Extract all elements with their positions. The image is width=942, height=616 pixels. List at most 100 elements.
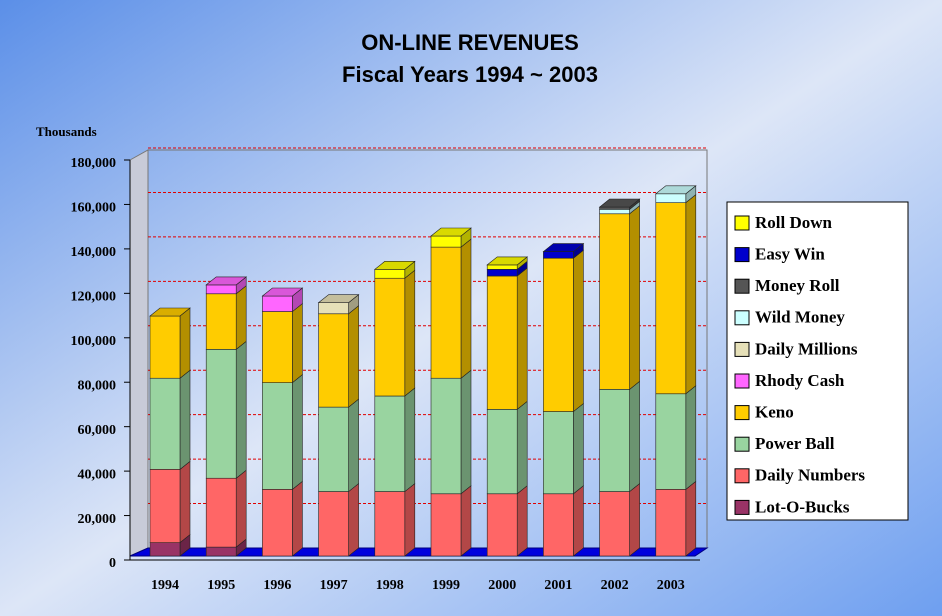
- bar: [543, 493, 574, 557]
- bar-side: [573, 485, 584, 557]
- bar-side: [629, 482, 640, 557]
- bar-side: [235, 285, 247, 350]
- bar-top: [373, 261, 416, 270]
- x-tick-label: 2003: [657, 578, 685, 593]
- legend-label: Wild Money: [755, 308, 845, 327]
- legend-label: Rhody Cash: [755, 371, 845, 390]
- chart-title: ON-LINE REVENUES: [361, 30, 579, 55]
- bar: [430, 377, 462, 495]
- bar-side: [460, 485, 472, 557]
- y-tick-label: 120,000: [71, 290, 117, 305]
- bar-top: [205, 276, 248, 286]
- legend-label: Easy Win: [755, 245, 825, 264]
- bar: [486, 275, 518, 410]
- bar: [655, 193, 687, 203]
- legend-label: Power Ball: [755, 434, 835, 453]
- legend-swatch: [734, 499, 750, 515]
- bar-top: [149, 307, 191, 317]
- bar: [655, 202, 687, 395]
- bar: [655, 489, 687, 557]
- legend-swatch: [734, 310, 750, 326]
- y-tick-label: 160,000: [71, 201, 117, 216]
- bar: [262, 295, 293, 312]
- bar: [205, 284, 237, 295]
- bar-side: [629, 205, 640, 390]
- bar: [205, 293, 237, 350]
- bar-side: [685, 480, 697, 557]
- bar-top: [430, 227, 472, 237]
- bar-side: [404, 482, 416, 557]
- bar-side: [404, 269, 416, 397]
- legend-label: Lot-O-Bucks: [755, 497, 850, 516]
- bar: [318, 406, 349, 492]
- bar: [374, 277, 406, 397]
- bar-side: [404, 387, 416, 493]
- bar-side: [460, 238, 472, 379]
- bar: [149, 469, 181, 543]
- bar: [262, 382, 293, 490]
- bar-side: [573, 402, 584, 495]
- y-tick-label: 60,000: [78, 423, 117, 438]
- y-tick-label: 100,000: [71, 334, 117, 349]
- legend-swatch: [734, 278, 750, 294]
- y-tick-label: 80,000: [78, 378, 117, 393]
- bar-side: [348, 305, 359, 408]
- bar: [374, 395, 406, 492]
- bar: [430, 235, 462, 248]
- x-tick-label: 1997: [320, 578, 348, 593]
- y-tick-label: 180,000: [71, 156, 117, 171]
- legend-swatch: [734, 468, 750, 484]
- bar: [543, 411, 574, 495]
- chart-subtitle: Fiscal Years 1994 ~ 2003: [342, 62, 598, 87]
- bar: [318, 313, 349, 408]
- bar-side: [235, 340, 247, 479]
- y-axis-label: Thousands: [36, 124, 97, 139]
- bar-side: [629, 380, 640, 493]
- bar-side: [516, 485, 528, 557]
- bar-side: [685, 385, 697, 490]
- y-tick-label: 140,000: [71, 245, 117, 260]
- legend-swatch: [734, 247, 750, 263]
- y-tick-label: 20,000: [78, 512, 117, 527]
- bar-side: [460, 369, 472, 495]
- bar-side: [235, 469, 247, 548]
- bar-side: [685, 194, 697, 395]
- bar-side: [573, 249, 584, 413]
- bar-side: [179, 460, 191, 544]
- y-tick-label: 0: [109, 556, 116, 571]
- bar-side: [292, 302, 303, 384]
- bar: [655, 393, 687, 490]
- bar: [599, 213, 630, 390]
- bar: [149, 377, 181, 470]
- bar: [149, 315, 181, 379]
- bar-top: [654, 185, 697, 195]
- x-tick-label: 2000: [488, 578, 516, 593]
- bar: [599, 389, 630, 492]
- bar-top: [486, 256, 529, 266]
- bar: [430, 493, 462, 557]
- y-tick-label: 40,000: [78, 467, 117, 482]
- x-tick-label: 1996: [263, 578, 291, 593]
- legend-swatch: [734, 341, 750, 357]
- legend-swatch: [734, 436, 750, 452]
- bar: [599, 491, 630, 557]
- side-wall: [129, 149, 149, 557]
- bar-side: [516, 400, 528, 495]
- x-tick-label: 2002: [601, 578, 629, 593]
- x-tick-label: 1995: [207, 578, 235, 593]
- legend-label: Daily Millions: [755, 339, 858, 358]
- bar: [486, 409, 518, 495]
- bar-side: [179, 369, 191, 470]
- bar: [262, 489, 293, 557]
- legend-swatch: [734, 373, 750, 389]
- bar: [486, 264, 518, 270]
- x-tick-label: 1994: [151, 578, 179, 593]
- bar-side: [348, 398, 359, 493]
- bar-side: [292, 480, 303, 557]
- bar: [543, 257, 574, 412]
- bar-top: [542, 243, 585, 252]
- bar-top: [598, 198, 641, 208]
- legend-swatch: [734, 215, 750, 231]
- bar: [486, 493, 518, 557]
